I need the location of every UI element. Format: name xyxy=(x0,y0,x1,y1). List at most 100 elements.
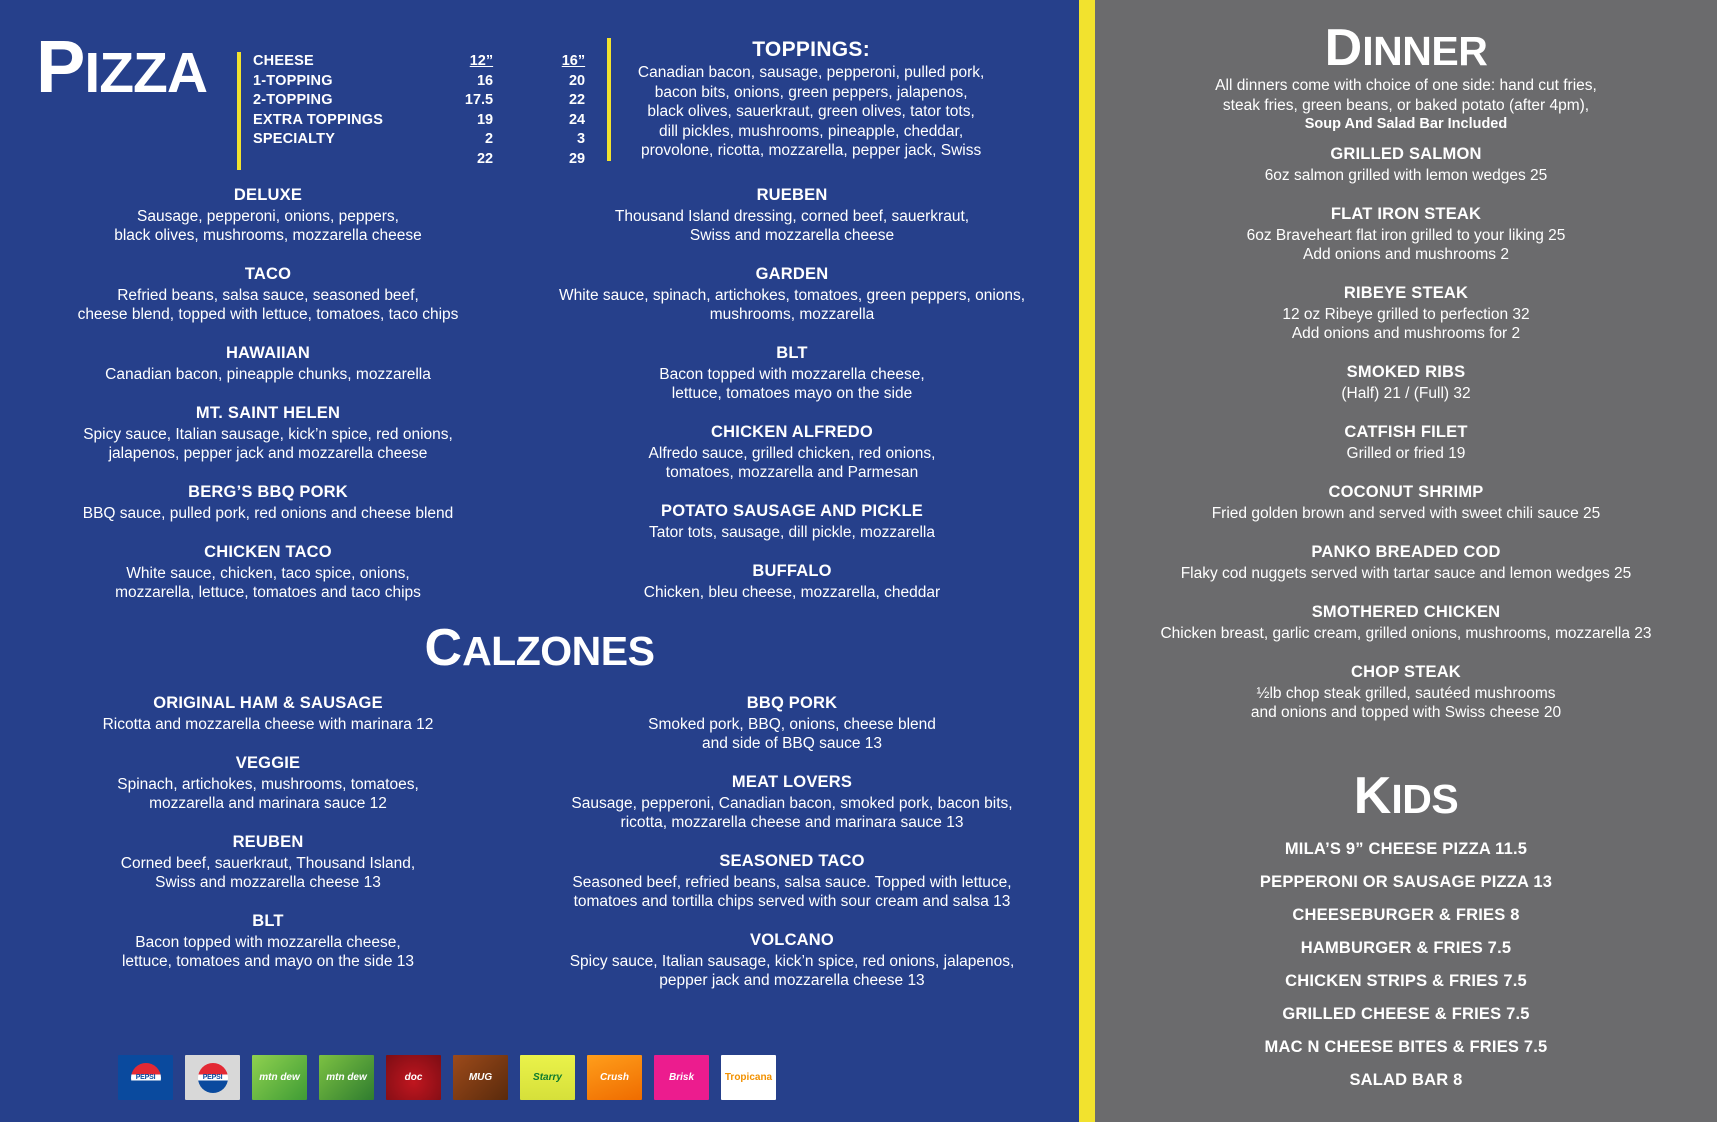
price-column-12in: 12” 16 17.5 19 2 22 xyxy=(383,52,493,170)
menu-item: BBQ PORK Smoked pork, BBQ, onions, chees… xyxy=(522,694,1062,753)
item-name: BUFFALO xyxy=(752,561,832,580)
desc-line: Flaky cod nuggets served with tartar sau… xyxy=(1180,564,1632,582)
menu-item: BERG’S BBQ PORK BBQ sauce, pulled pork, … xyxy=(14,483,522,523)
menu-item: REUBEN Corned beef, sauerkraut, Thousand… xyxy=(14,833,522,892)
dinner-title-cap: D xyxy=(1324,19,1363,77)
item-name: VEGGIE xyxy=(235,753,301,772)
desc-line: lettuce, tomatoes mayo on the side xyxy=(671,384,913,402)
menu-item: TACO Refried beans, salsa sauce, seasone… xyxy=(14,265,522,324)
item-description: Flaky cod nuggets served with tartar sau… xyxy=(1119,564,1693,583)
menu-item: VOLCANO Spicy sauce, Italian sausage, ki… xyxy=(522,931,1062,990)
item-name: BBQ PORK xyxy=(746,693,838,712)
item-description: Ricotta and mozzarella cheese with marin… xyxy=(14,715,522,734)
menu-item: CHICKEN TACO White sauce, chicken, taco … xyxy=(14,543,522,602)
kids-item: MAC N CHEESE BITES & FRIES 7.5 xyxy=(1264,1037,1548,1056)
menu-item: COCONUT SHRIMP Fried golden brown and se… xyxy=(1119,483,1693,523)
price-12in-1-topping: 17.5 xyxy=(464,92,494,109)
menu-item: SMOTHERED CHICKEN Chicken breast, garlic… xyxy=(1119,603,1693,643)
desc-line: Swiss and mozzarella cheese 13 xyxy=(155,873,381,891)
desc-line: Alfredo sauce, grilled chicken, red onio… xyxy=(648,444,936,462)
price-12in-2-topping: 19 xyxy=(476,111,494,128)
starry-logo: Starry xyxy=(520,1055,575,1100)
desc-line: Ricotta and mozzarella cheese with marin… xyxy=(102,715,434,733)
desc-line: mozzarella, lettuce, tomatoes and taco c… xyxy=(115,583,421,601)
kids-item: PEPPERONI OR SAUSAGE PIZZA 13 xyxy=(1259,872,1553,891)
pizza-header: PIZZA CHEESE 1-TOPPING 2-TOPPING EXTRA T… xyxy=(0,0,1079,170)
calzones-title: CALZONES xyxy=(0,618,1079,678)
calzone-items-left-column: ORIGINAL HAM & SAUSAGE Ricotta and mozza… xyxy=(14,694,522,1010)
toppings-line: provolone, ricotta, mozzarella, pepper j… xyxy=(640,142,982,159)
desc-line: Seasoned beef, refried beans, salsa sauc… xyxy=(572,873,1012,891)
price-column-16in: 16” 20 22 24 3 29 xyxy=(493,52,585,170)
item-name: VOLCANO xyxy=(750,930,834,949)
pepsi-diet-logo: PEPSI xyxy=(185,1055,240,1100)
kids-items: MILA’S 9” CHEESE PIZZA 11.5 PEPPERONI OR… xyxy=(1095,840,1717,1090)
item-description: Chicken, bleu cheese, mozzarella, chedda… xyxy=(522,583,1062,602)
desc-line: Sausage, pepperoni, onions, peppers, xyxy=(137,207,399,225)
desc-line: Chicken breast, garlic cream, grilled on… xyxy=(1160,624,1652,642)
pizza-title-rest: IZZA xyxy=(84,41,208,105)
pizza-calzones-panel: PIZZA CHEESE 1-TOPPING 2-TOPPING EXTRA T… xyxy=(0,0,1079,1122)
mug-root-beer-logo: MUG xyxy=(453,1055,508,1100)
item-name: BLT xyxy=(252,911,284,930)
pepsi-ball-icon: PEPSI xyxy=(130,1062,161,1093)
menu-item: FLAT IRON STEAK 6oz Braveheart flat iron… xyxy=(1119,205,1693,264)
calzone-items-right-column: BBQ PORK Smoked pork, BBQ, onions, chees… xyxy=(522,694,1062,1010)
menu-item: PANKO BREADED COD Flaky cod nuggets serv… xyxy=(1119,543,1693,583)
price-header-12in: 12” xyxy=(469,53,494,69)
crush-logo: Crush xyxy=(587,1055,642,1100)
menu-item: CHICKEN ALFREDO Alfredo sauce, grilled c… xyxy=(522,423,1062,482)
item-description: White sauce, chicken, taco spice, onions… xyxy=(14,564,522,602)
menu-item: RIBEYE STEAK 12 oz Ribeye grilled to per… xyxy=(1119,284,1693,343)
price-16in-cheese: 20 xyxy=(568,72,586,89)
mug-label: MUG xyxy=(468,1071,493,1083)
toppings-line: Canadian bacon, sausage, pepperoni, pull… xyxy=(637,64,985,81)
menu-item: RUEBEN Thousand Island dressing, corned … xyxy=(522,186,1062,245)
desc-line: Add onions and mushrooms for 2 xyxy=(1291,324,1521,342)
desc-line: Smoked pork, BBQ, onions, cheese blend xyxy=(648,715,936,733)
price-12in-extra-toppings: 2 xyxy=(485,131,494,148)
item-description: Bacon topped with mozzarella cheese, let… xyxy=(522,365,1062,403)
menu-item: BLT Bacon topped with mozzarella cheese,… xyxy=(522,344,1062,403)
kids-title-cap: K xyxy=(1353,766,1392,825)
soup-salad-bar-note: Soup And Salad Bar Included xyxy=(1304,116,1508,132)
desc-line: Corned beef, sauerkraut, Thousand Island… xyxy=(120,854,416,872)
brisk-label: Brisk xyxy=(668,1071,694,1083)
item-description: Spicy sauce, Italian sausage, kick’n spi… xyxy=(14,425,522,463)
desc-line: Refried beans, salsa sauce, seasoned bee… xyxy=(117,286,419,304)
dinner-items: GRILLED SALMON 6oz salmon grilled with l… xyxy=(1095,135,1717,722)
item-description: Alfredo sauce, grilled chicken, red onio… xyxy=(522,444,1062,482)
price-label-2-topping: 2-TOPPING xyxy=(253,92,333,109)
desc-line: 6oz salmon grilled with lemon wedges 25 xyxy=(1264,166,1548,184)
desc-line: mushrooms, mozzarella xyxy=(709,305,875,323)
tropicana-label: Tropicana xyxy=(724,1071,773,1083)
menu-item: CHOP STEAK ½lb chop steak grilled, sauté… xyxy=(1119,663,1693,722)
calzones-title-cap: C xyxy=(424,618,463,677)
kids-title: KIDS xyxy=(1095,766,1717,826)
toppings-line: bacon bits, onions, green peppers, jalap… xyxy=(654,83,968,101)
menu-item: MEAT LOVERS Sausage, pepperoni, Canadian… xyxy=(522,773,1062,832)
item-description: White sauce, spinach, artichokes, tomato… xyxy=(522,286,1062,324)
desc-line: Chicken, bleu cheese, mozzarella, chedda… xyxy=(643,583,941,601)
calzone-items: ORIGINAL HAM & SAUSAGE Ricotta and mozza… xyxy=(0,694,1079,1010)
item-name: FLAT IRON STEAK xyxy=(1330,204,1482,223)
kids-item: CHEESEBURGER & FRIES 8 xyxy=(1292,905,1520,924)
desc-line: 12 oz Ribeye grilled to perfection 32 xyxy=(1282,305,1530,323)
desc-line: cheese blend, topped with lettuce, tomat… xyxy=(77,305,459,323)
dinner-subtitle-line: All dinners come with choice of one side… xyxy=(1215,77,1597,94)
price-16in-1-topping: 22 xyxy=(568,92,586,109)
item-description: (Half) 21 / (Full) 32 xyxy=(1119,384,1693,403)
desc-line: ricotta, mozzarella cheese and marinara … xyxy=(620,813,964,831)
item-name: GRILLED SALMON xyxy=(1330,144,1482,163)
menu-item: GRILLED SALMON 6oz salmon grilled with l… xyxy=(1119,145,1693,185)
desc-line: tomatoes, mozzarella and Parmesan xyxy=(665,463,919,481)
kids-title-rest: IDS xyxy=(1391,775,1459,822)
menu-item: ORIGINAL HAM & SAUSAGE Ricotta and mozza… xyxy=(14,694,522,734)
desc-line: and onions and topped with Swiss cheese … xyxy=(1250,703,1562,721)
menu-item: SMOKED RIBS (Half) 21 / (Full) 32 xyxy=(1119,363,1693,403)
item-name: CHICKEN ALFREDO xyxy=(711,422,873,441)
price-label-1-topping: 1-TOPPING xyxy=(253,72,333,89)
kids-item: GRILLED CHEESE & FRIES 7.5 xyxy=(1282,1004,1530,1023)
menu-item: MT. SAINT HELEN Spicy sauce, Italian sau… xyxy=(14,404,522,463)
